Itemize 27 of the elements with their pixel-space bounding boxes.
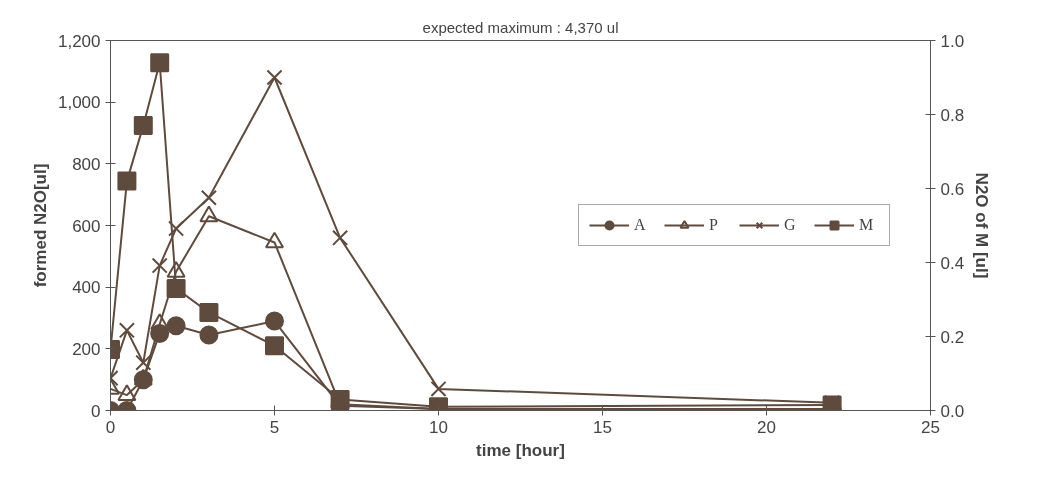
legend-label: A [634, 216, 647, 234]
y-tick-label: 400 [72, 278, 101, 298]
x-tick-label: 15 [593, 417, 612, 437]
x-tick-label: 0 [105, 417, 116, 437]
legend-label: M [859, 216, 875, 234]
y2-tick-label: 0.2 [940, 327, 965, 347]
chart-title: expected maximum : 4,370 ul [422, 18, 619, 36]
y2-axis-title: N2O of M [ul] [972, 172, 992, 279]
y-tick-label: 200 [72, 339, 101, 359]
legend-label: P [709, 216, 719, 234]
y-tick-label: 1,200 [57, 31, 101, 51]
y-tick-label: 600 [72, 216, 101, 236]
x-axis-title: time [hour] [476, 440, 565, 460]
y2-tick-label: 0.0 [940, 401, 965, 421]
y2-tick-label: 0.6 [940, 179, 965, 199]
x-tick-label: 10 [429, 417, 448, 437]
y-tick-label: 0 [91, 401, 101, 421]
y2-tick-label: 0.8 [940, 105, 965, 125]
legend-label: G [784, 216, 797, 234]
y-tick-label: 800 [72, 154, 101, 174]
x-tick-label: 5 [269, 417, 280, 437]
x-tick-label: 25 [921, 417, 940, 437]
y-axis-title: formed N2O[ul] [30, 163, 50, 288]
y2-tick-label: 1.0 [940, 31, 965, 51]
y2-tick-label: 0.4 [940, 253, 965, 273]
x-tick-label: 20 [757, 417, 776, 437]
y-tick-label: 1,000 [57, 93, 101, 113]
